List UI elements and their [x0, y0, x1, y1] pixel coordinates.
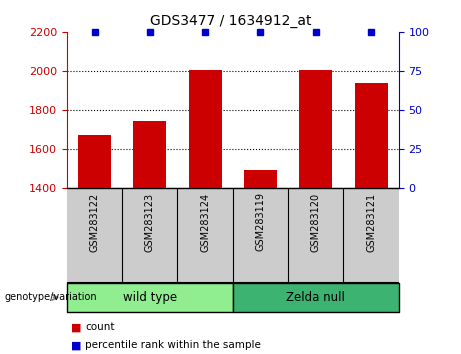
Text: GSM283123: GSM283123	[145, 193, 155, 252]
Text: GSM283122: GSM283122	[89, 193, 100, 252]
Text: GSM283121: GSM283121	[366, 193, 376, 252]
Text: wild type: wild type	[123, 291, 177, 304]
Text: GSM283124: GSM283124	[200, 193, 210, 252]
Bar	[189, 70, 222, 188]
Text: percentile rank within the sample: percentile rank within the sample	[85, 340, 261, 350]
Text: GSM283119: GSM283119	[255, 193, 266, 251]
Bar	[244, 170, 277, 188]
Text: count: count	[85, 322, 115, 332]
Text: GSM283120: GSM283120	[311, 193, 321, 252]
Bar	[233, 283, 399, 312]
Bar	[78, 135, 111, 188]
Text: genotype/variation: genotype/variation	[5, 292, 97, 302]
Text: ■: ■	[71, 322, 82, 332]
Text: GDS3477 / 1634912_at: GDS3477 / 1634912_at	[150, 14, 311, 28]
Text: Zelda null: Zelda null	[286, 291, 345, 304]
Bar	[299, 70, 332, 188]
Bar	[133, 121, 166, 188]
Bar	[355, 84, 388, 188]
Bar	[67, 283, 233, 312]
Text: ■: ■	[71, 340, 82, 350]
